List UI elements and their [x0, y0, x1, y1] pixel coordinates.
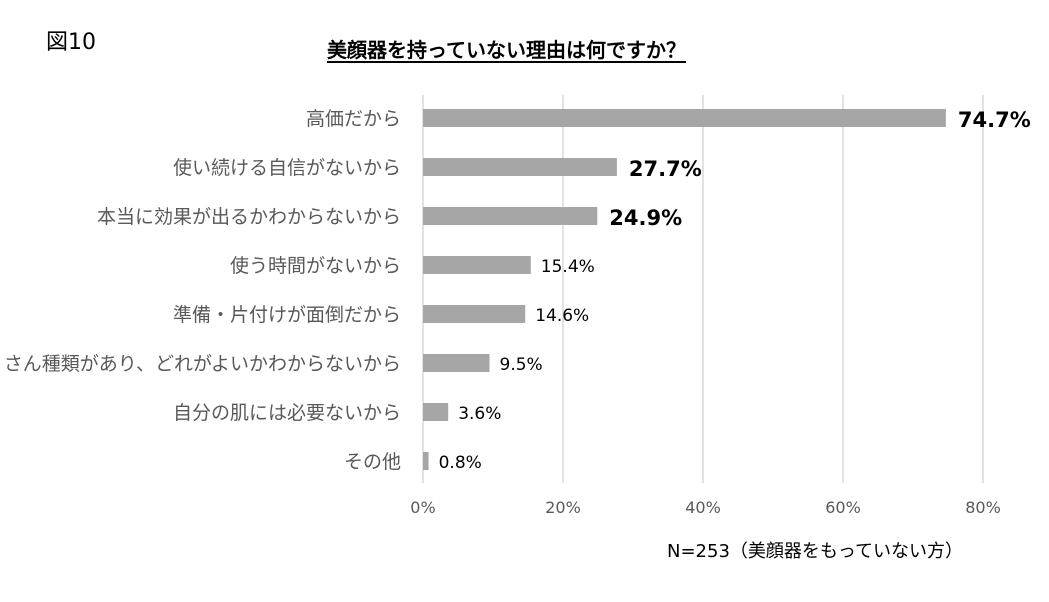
category-label: その他 [344, 451, 401, 473]
category-label: たくさん種類があり、どれがよいかわからないから [0, 353, 401, 375]
category-label: 使い続ける自信がないから [173, 157, 401, 179]
category-label: 自分の肌には必要ないから [173, 402, 401, 424]
bar [423, 305, 526, 323]
data-label: 24.9% [609, 206, 682, 230]
category-label: 本当に効果が出るかわからないから [97, 206, 401, 228]
data-label: 74.7% [958, 108, 1031, 132]
bar [423, 158, 617, 176]
data-label: 3.6% [458, 404, 501, 424]
bar [423, 354, 490, 372]
x-tick-label: 0% [410, 498, 435, 517]
data-label: 27.7% [629, 157, 702, 181]
chart-title: 美顔器を持っていない理由は何ですか？ [327, 38, 686, 62]
category-label: 高価だから [306, 108, 401, 130]
x-tick-label: 80% [965, 498, 1001, 517]
bar [423, 109, 946, 127]
grid-lines [422, 95, 984, 483]
sample-size-note: N=253（美顔器をもっていない方） [667, 541, 964, 562]
data-label: 14.6% [535, 306, 589, 326]
x-axis-tick-labels: 0% 20% 40% 60% 80% [410, 498, 1000, 517]
data-label: 9.5% [500, 355, 543, 375]
category-labels: 高価だから使い続ける自信がないから本当に効果が出るかわからないから使う時間がない… [0, 108, 401, 473]
category-label: 準備・片付けが面倒だから [173, 304, 401, 326]
bars [423, 109, 946, 470]
x-tick-label: 60% [825, 498, 861, 517]
figure-label: 図10 [46, 30, 96, 55]
x-tick-label: 20% [545, 498, 581, 517]
category-label: 使う時間がないから [230, 255, 401, 277]
value-labels: 74.7% 27.7% 24.9% 15.4% 14.6% 9.5% 3.6% 0.8% [439, 108, 1031, 473]
bar [423, 403, 449, 421]
bar [423, 207, 598, 225]
data-label: 0.8% [439, 453, 482, 473]
bar [423, 256, 531, 274]
bar [423, 452, 429, 470]
data-label: 15.4% [541, 257, 595, 277]
x-tick-label: 40% [685, 498, 721, 517]
